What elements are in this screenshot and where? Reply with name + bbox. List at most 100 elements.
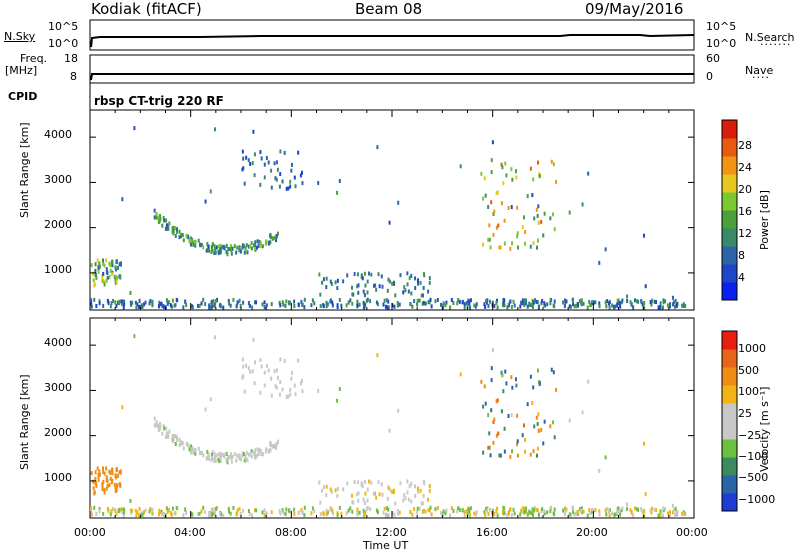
- velocity-point: [159, 421, 162, 426]
- power-point: [259, 182, 262, 187]
- velocity-point: [215, 453, 218, 458]
- power-point: [329, 299, 332, 304]
- power-point: [284, 304, 287, 309]
- power-point: [474, 304, 477, 309]
- power-panel-frame: [89, 109, 695, 311]
- velocity-point: [416, 510, 419, 515]
- power-point: [274, 176, 277, 181]
- power-point: [165, 298, 168, 303]
- velocity-point: [180, 442, 183, 447]
- power-point: [516, 231, 519, 236]
- velocity-point: [422, 508, 425, 513]
- velocity-point: [388, 487, 391, 492]
- power-point: [317, 180, 320, 185]
- vel-cb-tick-m25: −25: [738, 429, 762, 442]
- power-point: [131, 300, 134, 305]
- power-point: [119, 262, 122, 267]
- power-point: [442, 305, 445, 310]
- power-point: [98, 299, 101, 304]
- power-point: [503, 303, 506, 308]
- power-point: [484, 193, 487, 198]
- power-point: [253, 246, 256, 251]
- velocity-point: [409, 509, 412, 514]
- velocity-point: [167, 434, 170, 439]
- power-point: [256, 245, 259, 250]
- freq-tick-top: 18: [64, 52, 78, 65]
- power-point: [112, 298, 115, 303]
- power-point: [351, 292, 354, 297]
- velocity-point: [531, 401, 534, 406]
- power-point: [575, 304, 578, 309]
- power-point: [218, 303, 221, 308]
- power-point: [92, 278, 95, 283]
- velocity-point: [232, 505, 235, 510]
- power-point: [211, 248, 214, 253]
- velocity-point: [325, 493, 328, 498]
- velocity-point: [499, 453, 502, 458]
- velocity-point: [403, 493, 406, 498]
- velocity-point: [356, 492, 359, 497]
- velocity-point: [629, 508, 632, 513]
- power-point: [219, 249, 222, 254]
- colorbar-swatch: [722, 439, 737, 458]
- velocity-point: [521, 433, 524, 438]
- velocity-point: [301, 510, 304, 515]
- power-point: [269, 233, 272, 238]
- velocity-point: [535, 415, 538, 420]
- velocity-point: [501, 373, 504, 378]
- power-point: [279, 303, 282, 308]
- velocity-point: [523, 509, 526, 514]
- power-point: [408, 276, 411, 281]
- power-point: [182, 305, 185, 310]
- velocity-point: [300, 507, 303, 512]
- power-point: [598, 260, 601, 265]
- velocity-point: [526, 512, 529, 517]
- velocity-point: [496, 398, 499, 403]
- velocity-point: [444, 511, 447, 516]
- velocity-point: [119, 470, 122, 475]
- power-cb-tick-24: 24: [738, 161, 752, 174]
- power-point: [382, 302, 385, 307]
- velocity-point: [253, 454, 256, 459]
- power-point: [387, 305, 390, 310]
- velocity-point: [120, 507, 123, 512]
- power-point: [612, 305, 615, 310]
- power-point: [675, 303, 678, 308]
- velocity-point: [98, 507, 101, 512]
- power-point: [523, 241, 526, 246]
- power-point: [149, 298, 152, 303]
- velocity-point: [537, 428, 540, 433]
- power-point: [200, 301, 203, 306]
- velocity-point: [536, 446, 539, 451]
- velocity-point: [671, 510, 674, 515]
- power-point: [532, 241, 535, 246]
- power-point: [644, 284, 647, 289]
- power-point: [281, 300, 284, 305]
- power-point: [490, 158, 493, 163]
- power-point: [202, 297, 205, 302]
- power-point: [153, 208, 156, 213]
- power-point: [241, 149, 244, 154]
- velocity-point: [290, 376, 293, 381]
- velocity-point: [531, 512, 534, 517]
- velocity-point: [93, 505, 96, 510]
- velocity-point: [498, 453, 501, 458]
- power-point: [105, 278, 108, 283]
- velocity-point: [317, 388, 320, 393]
- power-point: [322, 277, 325, 282]
- velocity-point: [242, 508, 245, 513]
- power-point: [375, 300, 378, 305]
- velocity-point: [144, 508, 147, 513]
- power-point: [221, 245, 224, 250]
- velocity-point: [414, 484, 417, 489]
- power-point: [632, 305, 635, 310]
- power-point: [223, 246, 226, 251]
- velocity-point: [191, 448, 194, 453]
- velocity-point: [362, 508, 365, 513]
- velocity-point: [135, 513, 138, 518]
- power-point: [553, 227, 556, 232]
- power-point: [608, 305, 611, 310]
- power-point: [217, 244, 220, 249]
- power-point: [172, 231, 175, 236]
- power-point: [258, 239, 261, 244]
